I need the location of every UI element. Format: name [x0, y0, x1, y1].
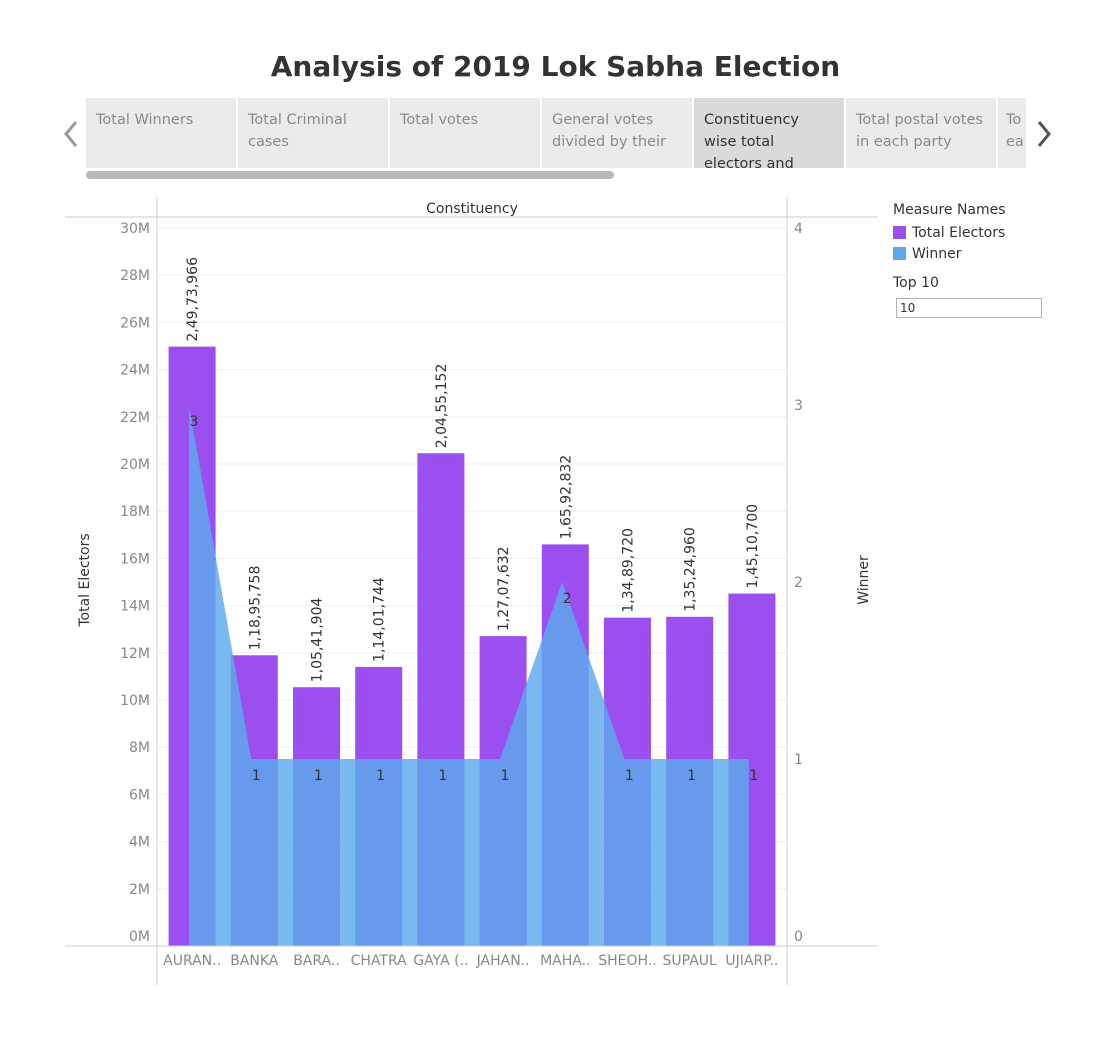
legend-swatch-winner: [893, 247, 906, 260]
tab-total-criminal-cases[interactable]: Total Criminal cases: [238, 98, 388, 168]
bar-value-label: 2,49,73,966: [185, 257, 201, 342]
tab-total-winners[interactable]: Total Winners: [86, 98, 236, 168]
area-value-label: 1: [314, 768, 323, 784]
y-tick-label: 20M: [120, 457, 150, 473]
y2-tick-label: 1: [794, 752, 803, 768]
tab-label: Total postal votes in each party: [856, 112, 983, 150]
column-header: Constituency: [426, 201, 518, 217]
area-winner[interactable]: [188, 405, 749, 946]
tab-label: Total Winners: [96, 112, 194, 128]
x-tick-label: BARA..: [293, 953, 340, 969]
y2-axis-title: Winner: [856, 555, 872, 605]
y-axis-title: Total Electors: [77, 533, 93, 627]
tab-label: Constituency wise total electors and: [704, 112, 799, 168]
tab-partial[interactable]: To ea: [998, 98, 1026, 168]
legend-label: Winner: [912, 245, 962, 262]
x-tick-label: GAYA (..: [413, 953, 468, 969]
x-tick-label: CHATRA: [351, 953, 408, 969]
legend-item-winner[interactable]: Winner: [893, 243, 1006, 264]
tab-total-postal-votes[interactable]: Total postal votes in each party: [846, 98, 996, 168]
y-tick-label: 0M: [129, 929, 150, 945]
bar-value-label: 1,45,10,700: [745, 504, 761, 589]
tab-prev-button[interactable]: [60, 114, 82, 154]
y-tick-label: 24M: [120, 363, 150, 379]
bar-value-label: 1,18,95,758: [247, 566, 263, 651]
x-tick-label: BANKA: [230, 953, 279, 969]
area-value-label: 1: [438, 768, 447, 784]
y2-tick-label: 3: [794, 398, 803, 414]
y-tick-label: 4M: [129, 835, 150, 851]
legend-swatch-total-electors: [893, 226, 906, 239]
y-tick-label: 16M: [120, 551, 150, 567]
top-n-input[interactable]: [896, 298, 1042, 318]
tab-label: To ea: [1006, 112, 1024, 150]
x-tick-label: SUPAUL: [663, 953, 718, 969]
tab-next-button[interactable]: [1033, 114, 1055, 154]
area-value-label: 1: [376, 768, 385, 784]
bar-value-label: 1,34,89,720: [621, 528, 637, 613]
y-tick-label: 6M: [129, 787, 150, 803]
y-tick-label: 22M: [120, 410, 150, 426]
y-tick-label: 28M: [120, 268, 150, 284]
legend-item-total-electors[interactable]: Total Electors: [893, 222, 1006, 243]
y-tick-label: 10M: [120, 693, 150, 709]
y2-tick-label: 0: [794, 929, 803, 945]
area-value-label: 3: [190, 414, 199, 430]
x-tick-label: SHEOH..: [598, 953, 656, 969]
y2-tick-label: 4: [794, 221, 803, 237]
bar-value-label: 1,05,41,904: [310, 598, 326, 683]
tab-strip: Total Winners Total Criminal cases Total…: [86, 98, 1026, 168]
tab-label: General votes divided by their: [552, 112, 666, 150]
area-value-label: 1: [687, 768, 696, 784]
area-value-label: 1: [749, 768, 758, 784]
y-tick-label: 14M: [120, 599, 150, 615]
tab-scrollbar[interactable]: [86, 171, 614, 179]
y-tick-label: 8M: [129, 740, 150, 756]
parameter-label: Top 10: [893, 275, 939, 291]
bar-value-label: 1,65,92,832: [558, 455, 574, 540]
y-tick-label: 2M: [129, 882, 150, 898]
legend-label: Total Electors: [912, 224, 1006, 241]
x-tick-label: AURAN..: [163, 953, 221, 969]
area-value-label: 1: [501, 768, 510, 784]
y-tick-label: 30M: [120, 221, 150, 237]
area-value-label: 1: [625, 768, 634, 784]
tab-general-votes[interactable]: General votes divided by their: [542, 98, 692, 168]
bar-value-label: 1,14,01,744: [372, 577, 388, 662]
x-tick-label: MAHA..: [540, 953, 590, 969]
bar-value-label: 1,27,07,632: [496, 546, 512, 631]
area-value-label: 2: [563, 591, 572, 607]
tab-label: Total votes: [400, 112, 479, 128]
chevron-right-icon: [1037, 121, 1051, 147]
tab-total-votes[interactable]: Total votes: [390, 98, 540, 168]
y-tick-label: 26M: [120, 315, 150, 331]
bar-value-label: 1,35,24,960: [683, 527, 699, 612]
tab-label: Total Criminal cases: [248, 112, 347, 150]
bar-value-label: 2,04,55,152: [434, 364, 450, 449]
x-tick-label: JAHAN..: [476, 953, 530, 969]
chevron-left-icon: [64, 121, 78, 147]
page-title: Analysis of 2019 Lok Sabha Election: [270, 50, 841, 83]
area-value-label: 1: [252, 768, 261, 784]
y2-tick-label: 2: [794, 575, 803, 591]
y-tick-label: 18M: [120, 504, 150, 520]
tab-constituency-wise[interactable]: Constituency wise total electors and: [694, 98, 844, 168]
legend-title: Measure Names: [893, 202, 1006, 218]
x-tick-label: UJIARP..: [725, 953, 778, 969]
y-tick-label: 12M: [120, 646, 150, 662]
legend: Measure Names Total Electors Winner: [893, 202, 1006, 264]
